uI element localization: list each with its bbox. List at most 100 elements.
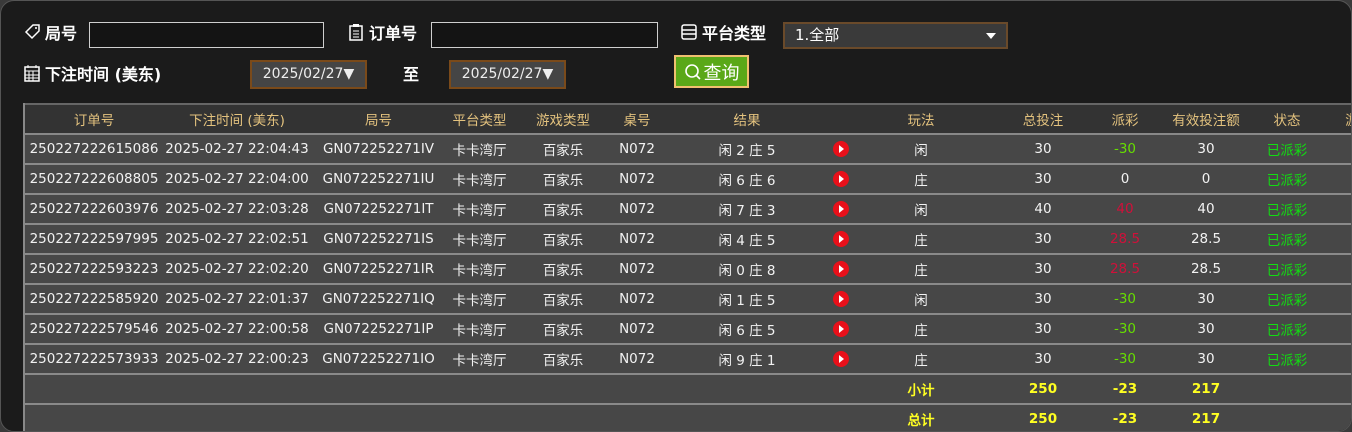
query-button[interactable]: 查询: [674, 55, 749, 88]
cell-play: 闲: [849, 194, 993, 225]
cell-platform: 卡卡湾厅: [446, 164, 513, 195]
column-header: [833, 103, 849, 135]
play-video-icon[interactable]: [833, 321, 849, 337]
cell-extra: [1319, 284, 1351, 315]
date-to-picker[interactable]: 2025/02/27▼: [449, 60, 566, 89]
cell-table: N072: [613, 164, 661, 195]
query-button-label: 查询: [703, 62, 740, 84]
cell-status: 已派彩: [1255, 284, 1319, 315]
column-header: 局号: [311, 103, 446, 135]
cell-valid: 30: [1157, 134, 1255, 165]
cell-play: 闲: [849, 284, 993, 315]
cell-bet: 30: [993, 134, 1093, 165]
to-label: 至: [403, 65, 420, 84]
cell-round: GN072252271IQ: [311, 284, 446, 315]
table-row: 250227222573933 2025-02-27 22:00:23 GN0722…: [25, 344, 1351, 375]
cell-empty: [163, 404, 311, 431]
play-video-icon[interactable]: [833, 201, 849, 217]
cell-time: 2025-02-27 22:02:20: [163, 254, 311, 285]
cell-result: 闲 9 庄 1: [661, 344, 833, 375]
cell-extra: [1319, 344, 1351, 375]
cell-platform: 卡卡湾厅: [446, 284, 513, 315]
round-label-text: 局号: [45, 24, 78, 43]
total-valid: 217: [1157, 404, 1255, 431]
cell-empty: [446, 374, 513, 405]
cell-empty: [661, 404, 833, 431]
cell-empty: [163, 374, 311, 405]
cell-status: 已派彩: [1255, 164, 1319, 195]
server-icon: [681, 24, 697, 40]
cell-round: GN072252271IT: [311, 194, 446, 225]
cell-result: 闲 6 庄 6: [661, 164, 833, 195]
replay-cell: [833, 164, 849, 195]
cell-platform: 卡卡湾厅: [446, 344, 513, 375]
cell-game: 百家乐: [513, 194, 613, 225]
play-video-icon[interactable]: [833, 261, 849, 277]
round-input[interactable]: [89, 22, 324, 48]
cell-table: N072: [613, 134, 661, 165]
order-label: 订单号: [347, 20, 417, 44]
cell-result: 闲 2 庄 5: [661, 134, 833, 165]
cell-bet: 30: [993, 314, 1093, 345]
column-header: 派彩: [1093, 103, 1157, 135]
play-video-icon[interactable]: [833, 291, 849, 307]
cell-empty: [661, 374, 833, 405]
cell-round: GN072252271IS: [311, 224, 446, 255]
replay-cell: [833, 254, 849, 285]
cell-bet: 30: [993, 224, 1093, 255]
clipboard-icon: [349, 24, 363, 41]
cell-payout: -30: [1093, 134, 1157, 165]
cell-time: 2025-02-27 22:00:58: [163, 314, 311, 345]
cell-table: N072: [613, 254, 661, 285]
cell-empty: [446, 404, 513, 431]
cell-extra: [1319, 224, 1351, 255]
cell-status: 已派彩: [1255, 224, 1319, 255]
cell-time: 2025-02-27 22:03:28: [163, 194, 311, 225]
play-video-icon[interactable]: [833, 351, 849, 367]
play-video-icon[interactable]: [833, 141, 849, 157]
cell-result: 闲 7 庄 3: [661, 194, 833, 225]
cell-play: 庄: [849, 224, 993, 255]
cell-order: 250227222585920: [25, 284, 163, 315]
date-from-picker[interactable]: 2025/02/27▼: [250, 60, 367, 89]
cell-play: 庄: [849, 344, 993, 375]
order-input[interactable]: [431, 22, 658, 48]
play-video-icon[interactable]: [833, 171, 849, 187]
cell-round: GN072252271IP: [311, 314, 446, 345]
platform-select[interactable]: 1.全部: [783, 22, 1008, 49]
subtotal-row: 小计 250 -23 217: [25, 374, 1351, 405]
round-label: 局号: [23, 20, 77, 44]
column-header: 游戏类型: [513, 103, 613, 135]
cell-table: N072: [613, 314, 661, 345]
cell-bet: 30: [993, 164, 1093, 195]
cell-bet: 30: [993, 344, 1093, 375]
cell-game: 百家乐: [513, 284, 613, 315]
table-row: 250227222615086 2025-02-27 22:04:43 GN0722…: [25, 134, 1351, 165]
table-row: 250227222593223 2025-02-27 22:02:20 GN0722…: [25, 254, 1351, 285]
cell-empty: [513, 374, 613, 405]
total-row: 总计 250 -23 217: [25, 404, 1351, 431]
cell-table: N072: [613, 344, 661, 375]
time-label: 下注时间 (美东): [23, 61, 161, 85]
cell-status: 已派彩: [1255, 344, 1319, 375]
cell-extra: [1319, 254, 1351, 285]
cell-order: 250227222579546: [25, 314, 163, 345]
cell-round: GN072252271IU: [311, 164, 446, 195]
cell-empty: [1255, 374, 1319, 405]
column-header: 总投注: [993, 103, 1093, 135]
cell-bet: 40: [993, 194, 1093, 225]
cell-payout: 0: [1093, 164, 1157, 195]
platform-label-text: 平台类型: [702, 24, 767, 43]
cell-bet: 30: [993, 284, 1093, 315]
cell-empty: [1319, 374, 1351, 405]
cell-extra: [1319, 164, 1351, 195]
cell-status: 已派彩: [1255, 194, 1319, 225]
cell-platform: 卡卡湾厅: [446, 194, 513, 225]
table-row: 250227222579546 2025-02-27 22:00:58 GN0722…: [25, 314, 1351, 345]
play-video-icon[interactable]: [833, 231, 849, 247]
subtotal-label: 小计: [849, 374, 993, 405]
cell-platform: 卡卡湾厅: [446, 224, 513, 255]
cell-valid: 28.5: [1157, 254, 1255, 285]
cell-table: N072: [613, 224, 661, 255]
cell-extra: [1319, 314, 1351, 345]
